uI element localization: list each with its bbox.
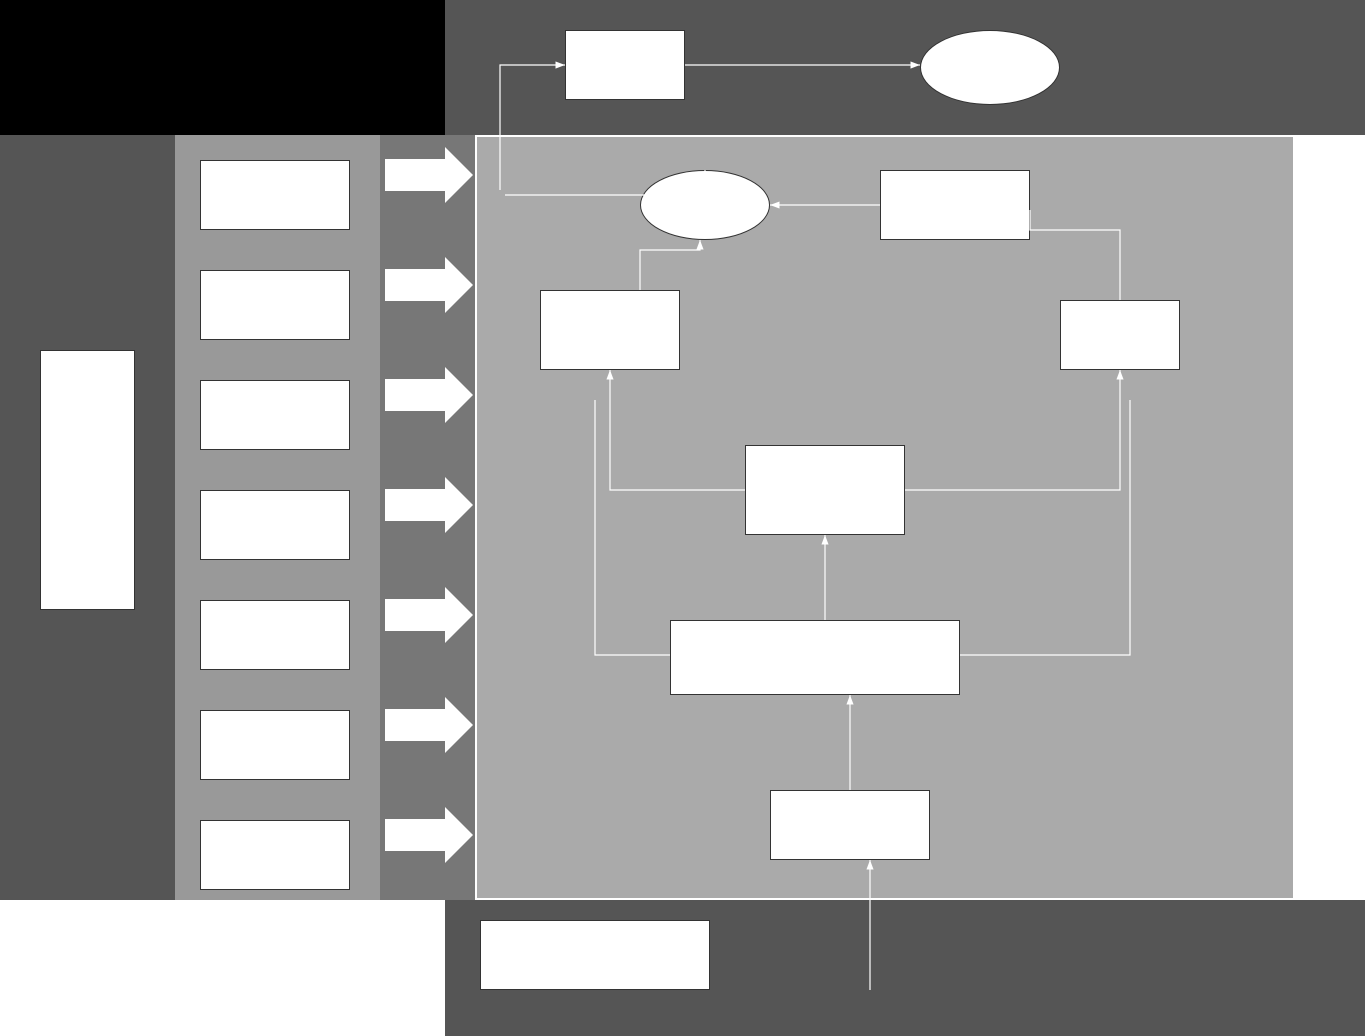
big-arrow-icon [385,257,473,313]
flow-node-rect_wide [670,620,960,695]
flow-node-rect_ml [540,290,680,370]
flow-node-top_ellipse [920,30,1060,105]
left-stack-item [200,380,350,450]
left-stack-item [200,270,350,340]
flow-node-rect_c [745,445,905,535]
panel-top_black [0,0,445,135]
big-arrow-icon [385,587,473,643]
flow-node-rect_bottom [480,920,710,990]
panel-bottom_black [0,900,445,1036]
big-arrow-icon [385,807,473,863]
flow-node-rect_mr [1060,300,1180,370]
left-stack-item [200,710,350,780]
flow-node-top_rect [565,30,685,100]
left-stack-item [200,820,350,890]
big-arrow-icon [385,697,473,753]
left-stack-item [200,160,350,230]
big-arrow-icon [385,367,473,423]
left-stack-item [200,490,350,560]
left-stack-item [200,600,350,670]
left-label [40,350,135,610]
flow-node-rect_low [770,790,930,860]
flow-node-rect_tr [880,170,1030,240]
big-arrow-icon [385,477,473,533]
diagram-stage [0,0,1365,1036]
big-arrow-icon [385,147,473,203]
flow-node-ellipse2 [640,170,770,240]
